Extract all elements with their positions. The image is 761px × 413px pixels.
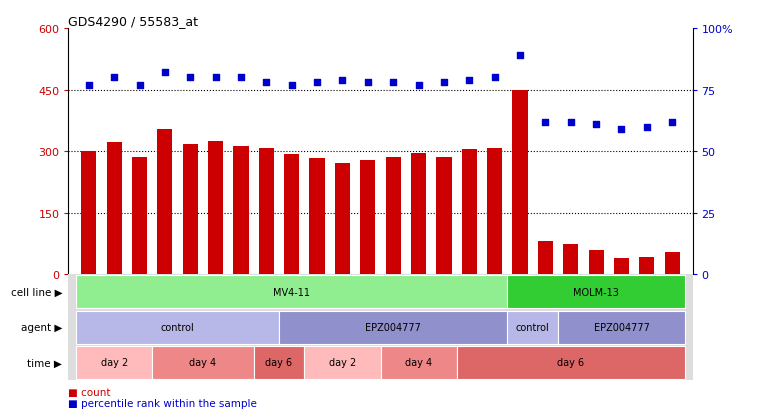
Bar — [360, 161, 375, 275]
Text: day 6: day 6 — [557, 357, 584, 368]
Text: time ▶: time ▶ — [27, 357, 62, 368]
Bar — [234, 147, 249, 275]
Bar — [411, 154, 426, 275]
Text: day 4: day 4 — [405, 357, 432, 368]
Text: control: control — [516, 322, 549, 332]
Text: MV4-11: MV4-11 — [273, 287, 310, 297]
Point — [159, 70, 171, 76]
Bar — [436, 158, 451, 275]
Text: agent ▶: agent ▶ — [21, 322, 62, 332]
Point — [590, 121, 602, 128]
Bar — [588, 250, 603, 275]
Bar — [508, 276, 685, 309]
Text: control: control — [161, 322, 195, 332]
Text: EPZ004777: EPZ004777 — [365, 322, 421, 332]
Point — [438, 80, 450, 86]
Bar — [152, 346, 253, 379]
Bar — [538, 242, 553, 275]
Text: MOLM-13: MOLM-13 — [573, 287, 619, 297]
Point — [260, 80, 272, 86]
Bar — [487, 149, 502, 275]
Bar — [558, 311, 685, 344]
Bar — [279, 311, 508, 344]
Bar — [208, 142, 223, 275]
Text: day 2: day 2 — [100, 357, 128, 368]
Bar — [462, 150, 477, 275]
Bar — [253, 346, 304, 379]
Point — [311, 80, 323, 86]
Bar — [639, 257, 654, 275]
Text: day 4: day 4 — [189, 357, 216, 368]
Bar — [386, 158, 401, 275]
Point — [285, 82, 298, 89]
Text: cell line ▶: cell line ▶ — [11, 287, 62, 297]
Bar — [380, 346, 457, 379]
Text: ■ percentile rank within the sample: ■ percentile rank within the sample — [68, 398, 257, 408]
Point — [616, 126, 628, 133]
Bar — [81, 152, 97, 275]
Text: ■ count: ■ count — [68, 387, 111, 397]
Point — [108, 75, 120, 81]
Point — [209, 75, 221, 81]
Point — [641, 124, 653, 131]
Text: day 2: day 2 — [329, 357, 356, 368]
Text: GDS4290 / 55583_at: GDS4290 / 55583_at — [68, 15, 199, 28]
Bar — [107, 143, 122, 275]
Point — [387, 80, 400, 86]
Bar — [76, 311, 279, 344]
Point — [540, 119, 552, 126]
Bar — [664, 252, 680, 275]
Point — [184, 75, 196, 81]
Bar — [132, 158, 147, 275]
Point — [463, 77, 476, 84]
Point — [412, 82, 425, 89]
Bar — [158, 129, 173, 275]
Point — [514, 52, 526, 59]
Point — [565, 119, 577, 126]
Bar — [259, 149, 274, 275]
Bar — [310, 159, 325, 275]
Point — [361, 80, 374, 86]
Bar — [335, 163, 350, 275]
Bar — [183, 145, 198, 275]
Text: EPZ004777: EPZ004777 — [594, 322, 649, 332]
Bar — [76, 346, 152, 379]
Point — [489, 75, 501, 81]
Bar — [512, 90, 527, 275]
Bar — [563, 244, 578, 275]
Bar — [284, 154, 299, 275]
Point — [235, 75, 247, 81]
Point — [83, 82, 95, 89]
Bar — [304, 346, 380, 379]
Bar — [614, 258, 629, 275]
Text: day 6: day 6 — [266, 357, 292, 368]
Bar — [457, 346, 685, 379]
Bar — [76, 276, 508, 309]
Point — [133, 82, 145, 89]
Bar — [508, 311, 558, 344]
Point — [666, 119, 678, 126]
Point — [336, 77, 349, 84]
